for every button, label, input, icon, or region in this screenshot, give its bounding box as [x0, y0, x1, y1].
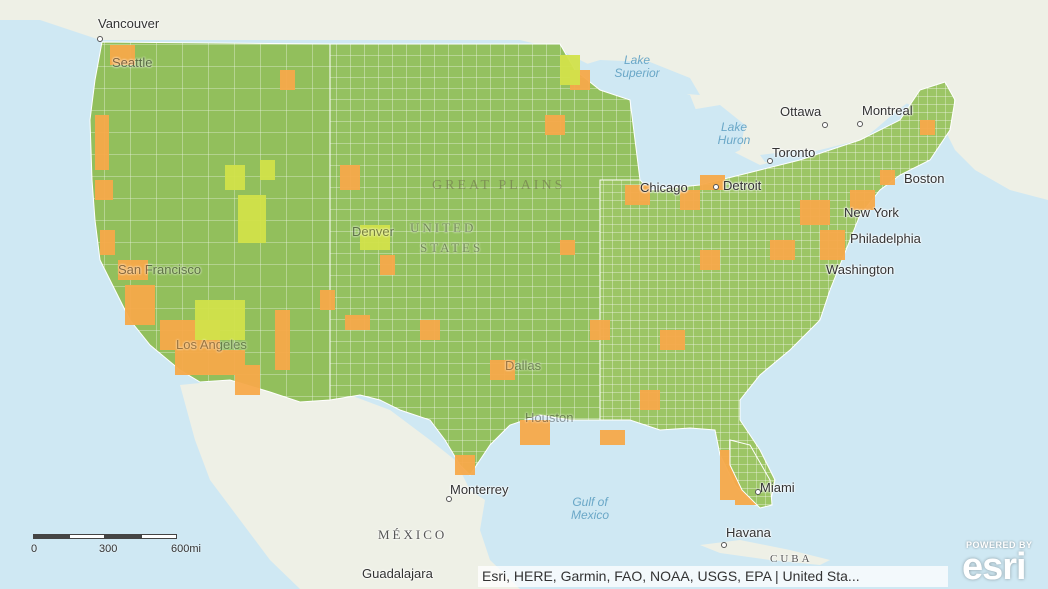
baja-land: [195, 390, 270, 540]
lake-huron: [690, 105, 745, 160]
esri-brand-text: esri: [962, 546, 1027, 588]
seattle-label[interactable]: Seattle: [112, 55, 153, 70]
attribution-text[interactable]: Esri, HERE, Garmin, FAO, NOAA, USGS, EPA…: [478, 566, 948, 587]
united-states-label-line1: UNITED: [410, 220, 477, 235]
scale-bar: 0 300 600mi: [31, 534, 201, 558]
scale-tick-300: 300: [99, 543, 118, 555]
ottawa-marker[interactable]: [822, 122, 828, 128]
scale-bar-segment: [141, 534, 177, 539]
montreal-label[interactable]: Montreal: [862, 103, 913, 118]
new-york-label[interactable]: New York: [844, 205, 899, 220]
san-francisco-label[interactable]: San Francisco: [118, 262, 202, 277]
scale-tick-0: 0: [31, 543, 38, 555]
washington-label[interactable]: Washington: [826, 262, 895, 277]
vancouver-marker[interactable]: [97, 36, 103, 42]
united-states-label-line2: STATES: [420, 240, 484, 255]
chicago-label[interactable]: Chicago: [640, 180, 688, 195]
cuba-land: [700, 540, 830, 565]
scale-tick-600: 600mi: [171, 543, 201, 555]
havana-label[interactable]: Havana: [726, 525, 771, 540]
lake-superior-label: Lake Superior: [614, 53, 660, 80]
ottawa-label[interactable]: Ottawa: [780, 104, 822, 119]
havana-marker[interactable]: [721, 542, 727, 548]
great-plains-label: GREAT PLAINS: [432, 178, 566, 193]
monterrey-marker[interactable]: [446, 496, 452, 502]
montreal-marker[interactable]: [857, 121, 863, 127]
miami-label[interactable]: Miami: [760, 480, 795, 495]
dallas-label[interactable]: Dallas: [505, 358, 542, 373]
guadalajara-label[interactable]: Guadalajara: [362, 566, 433, 581]
us-counties-central: [329, 43, 641, 476]
esri-logo[interactable]: POWERED BY esri: [960, 540, 1044, 588]
miami-marker[interactable]: [755, 489, 761, 495]
toronto-label[interactable]: Toronto: [772, 145, 816, 160]
mexico-label: MÉXICO: [378, 527, 448, 542]
scale-bar-segment: [105, 534, 141, 539]
scale-bar-segment: [69, 534, 105, 539]
toronto-marker[interactable]: [767, 158, 773, 164]
highlight-counties: [95, 45, 935, 505]
yellow-counties: [195, 55, 580, 340]
philadelphia-label[interactable]: Philadelphia: [850, 231, 921, 246]
denver-label[interactable]: Denver: [352, 224, 394, 239]
los-angeles-label[interactable]: Los Angeles: [176, 337, 247, 352]
lake-huron-label: Lake Huron: [717, 120, 751, 147]
cuba-label: CUBA: [770, 553, 813, 565]
detroit-marker[interactable]: [713, 184, 719, 190]
scale-bar-segment: [33, 534, 69, 539]
detroit-label[interactable]: Detroit: [723, 178, 762, 193]
boston-label[interactable]: Boston: [904, 171, 945, 186]
mexico-land: [180, 380, 520, 589]
monterrey-label[interactable]: Monterrey: [450, 482, 509, 497]
powered-by-text: POWERED BY: [966, 540, 1033, 550]
canada-land: [0, 0, 1048, 165]
lake-michigan: [636, 108, 665, 185]
vancouver-label[interactable]: Vancouver: [98, 16, 160, 31]
gulf-of-mexico-label: Gulf of Mexico: [570, 495, 609, 522]
houston-label[interactable]: Houston: [525, 410, 574, 425]
